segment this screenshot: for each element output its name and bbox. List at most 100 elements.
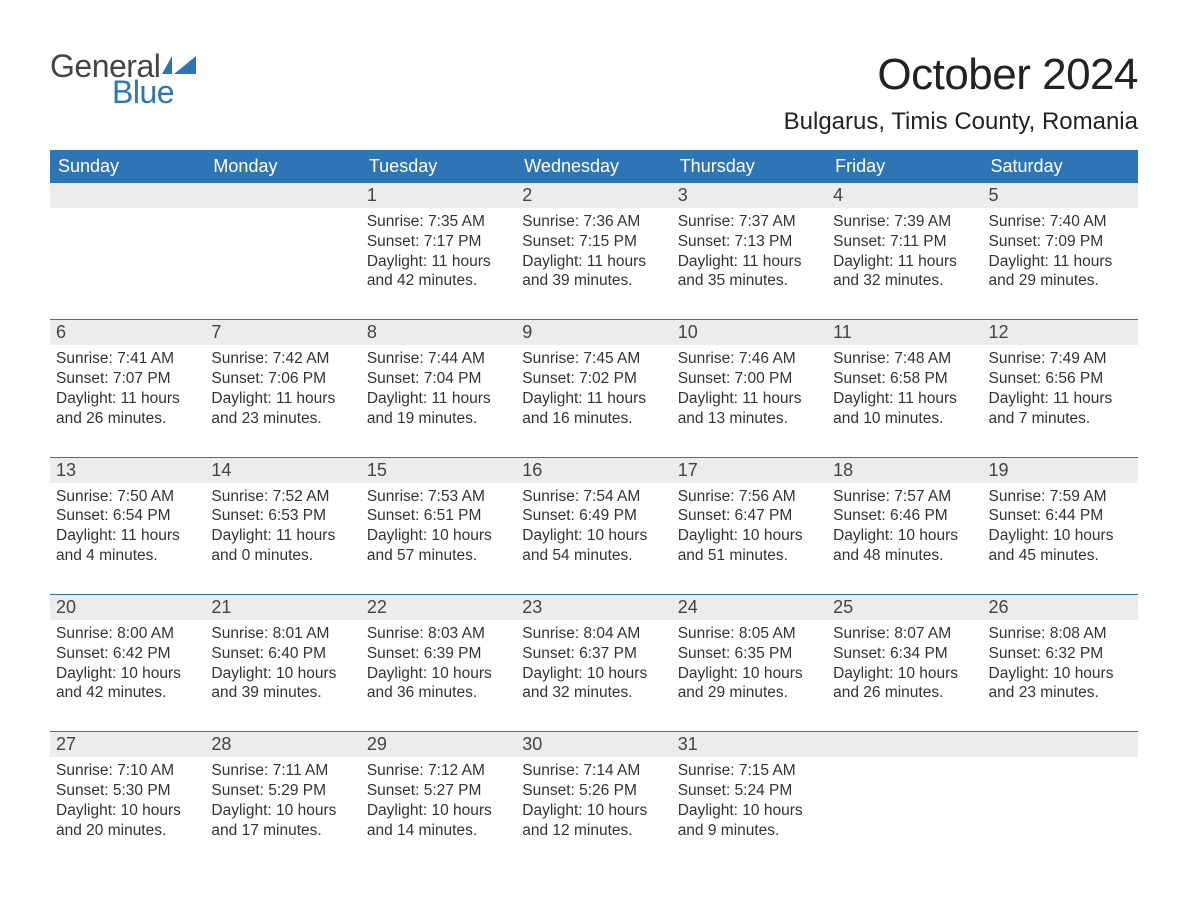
day-cell-20: 20Sunrise: 8:00 AMSunset: 6:42 PMDayligh… xyxy=(50,595,205,731)
day-cell-30: 30Sunrise: 7:14 AMSunset: 5:26 PMDayligh… xyxy=(516,732,671,868)
day-details: Sunrise: 7:45 AMSunset: 7:02 PMDaylight:… xyxy=(516,345,671,428)
sunset-text: Sunset: 5:26 PM xyxy=(522,781,665,801)
day-cell-empty xyxy=(827,732,982,868)
sunset-text: Sunset: 6:47 PM xyxy=(678,506,821,526)
daylight-line1: Daylight: 11 hours xyxy=(678,389,821,409)
day-details: Sunrise: 7:36 AMSunset: 7:15 PMDaylight:… xyxy=(516,208,671,291)
daylight-line1: Daylight: 10 hours xyxy=(678,801,821,821)
day-number: 20 xyxy=(50,595,205,620)
daylight-line2: and 26 minutes. xyxy=(833,683,976,703)
day-details: Sunrise: 7:42 AMSunset: 7:06 PMDaylight:… xyxy=(205,345,360,428)
day-number: 4 xyxy=(827,183,982,208)
day-details: Sunrise: 7:15 AMSunset: 5:24 PMDaylight:… xyxy=(672,757,827,840)
day-cell-12: 12Sunrise: 7:49 AMSunset: 6:56 PMDayligh… xyxy=(983,320,1138,456)
day-number xyxy=(983,732,1138,757)
day-details: Sunrise: 7:49 AMSunset: 6:56 PMDaylight:… xyxy=(983,345,1138,428)
location: Bulgarus, Timis County, Romania xyxy=(784,108,1138,136)
week-row: 20Sunrise: 8:00 AMSunset: 6:42 PMDayligh… xyxy=(50,594,1138,731)
day-cell-1: 1Sunrise: 7:35 AMSunset: 7:17 PMDaylight… xyxy=(361,183,516,319)
daylight-line2: and 35 minutes. xyxy=(678,271,821,291)
daylight-line1: Daylight: 10 hours xyxy=(678,664,821,684)
day-details: Sunrise: 7:50 AMSunset: 6:54 PMDaylight:… xyxy=(50,483,205,566)
day-details: Sunrise: 7:40 AMSunset: 7:09 PMDaylight:… xyxy=(983,208,1138,291)
week-row: 13Sunrise: 7:50 AMSunset: 6:54 PMDayligh… xyxy=(50,457,1138,594)
sunset-text: Sunset: 7:11 PM xyxy=(833,232,976,252)
sunrise-text: Sunrise: 7:40 AM xyxy=(989,212,1132,232)
daylight-line1: Daylight: 10 hours xyxy=(367,801,510,821)
daylight-line2: and 9 minutes. xyxy=(678,821,821,841)
sunset-text: Sunset: 6:32 PM xyxy=(989,644,1132,664)
sunset-text: Sunset: 6:34 PM xyxy=(833,644,976,664)
month-title: October 2024 xyxy=(784,50,1138,100)
sunset-text: Sunset: 6:49 PM xyxy=(522,506,665,526)
day-details: Sunrise: 7:39 AMSunset: 7:11 PMDaylight:… xyxy=(827,208,982,291)
daylight-line2: and 48 minutes. xyxy=(833,546,976,566)
day-cell-21: 21Sunrise: 8:01 AMSunset: 6:40 PMDayligh… xyxy=(205,595,360,731)
daylight-line1: Daylight: 11 hours xyxy=(522,252,665,272)
day-number: 23 xyxy=(516,595,671,620)
day-details: Sunrise: 7:53 AMSunset: 6:51 PMDaylight:… xyxy=(361,483,516,566)
day-cell-17: 17Sunrise: 7:56 AMSunset: 6:47 PMDayligh… xyxy=(672,458,827,594)
day-cell-4: 4Sunrise: 7:39 AMSunset: 7:11 PMDaylight… xyxy=(827,183,982,319)
day-details: Sunrise: 8:01 AMSunset: 6:40 PMDaylight:… xyxy=(205,620,360,703)
daylight-line1: Daylight: 11 hours xyxy=(678,252,821,272)
sunrise-text: Sunrise: 7:14 AM xyxy=(522,761,665,781)
daylight-line2: and 57 minutes. xyxy=(367,546,510,566)
day-cell-27: 27Sunrise: 7:10 AMSunset: 5:30 PMDayligh… xyxy=(50,732,205,868)
dow-friday: Friday xyxy=(827,150,982,183)
sunset-text: Sunset: 6:39 PM xyxy=(367,644,510,664)
daylight-line2: and 10 minutes. xyxy=(833,409,976,429)
daylight-line2: and 14 minutes. xyxy=(367,821,510,841)
sunrise-text: Sunrise: 7:10 AM xyxy=(56,761,199,781)
daylight-line1: Daylight: 10 hours xyxy=(522,664,665,684)
day-details: Sunrise: 7:11 AMSunset: 5:29 PMDaylight:… xyxy=(205,757,360,840)
sunrise-text: Sunrise: 7:46 AM xyxy=(678,349,821,369)
daylight-line2: and 39 minutes. xyxy=(211,683,354,703)
day-cell-26: 26Sunrise: 8:08 AMSunset: 6:32 PMDayligh… xyxy=(983,595,1138,731)
sunrise-text: Sunrise: 7:35 AM xyxy=(367,212,510,232)
title-block: October 2024 Bulgarus, Timis County, Rom… xyxy=(784,50,1138,136)
day-number: 22 xyxy=(361,595,516,620)
day-number: 8 xyxy=(361,320,516,345)
sunset-text: Sunset: 7:00 PM xyxy=(678,369,821,389)
day-number xyxy=(50,183,205,208)
dow-tuesday: Tuesday xyxy=(361,150,516,183)
day-number: 21 xyxy=(205,595,360,620)
daylight-line2: and 19 minutes. xyxy=(367,409,510,429)
day-cell-31: 31Sunrise: 7:15 AMSunset: 5:24 PMDayligh… xyxy=(672,732,827,868)
daylight-line1: Daylight: 11 hours xyxy=(833,252,976,272)
daylight-line2: and 16 minutes. xyxy=(522,409,665,429)
day-cell-15: 15Sunrise: 7:53 AMSunset: 6:51 PMDayligh… xyxy=(361,458,516,594)
day-details: Sunrise: 7:12 AMSunset: 5:27 PMDaylight:… xyxy=(361,757,516,840)
day-number: 24 xyxy=(672,595,827,620)
sunrise-text: Sunrise: 7:59 AM xyxy=(989,487,1132,507)
daylight-line1: Daylight: 11 hours xyxy=(211,526,354,546)
day-number: 6 xyxy=(50,320,205,345)
day-number: 27 xyxy=(50,732,205,757)
logo: General Blue xyxy=(50,50,196,108)
day-number: 12 xyxy=(983,320,1138,345)
daylight-line2: and 42 minutes. xyxy=(56,683,199,703)
day-cell-16: 16Sunrise: 7:54 AMSunset: 6:49 PMDayligh… xyxy=(516,458,671,594)
day-details: Sunrise: 7:14 AMSunset: 5:26 PMDaylight:… xyxy=(516,757,671,840)
sunset-text: Sunset: 6:40 PM xyxy=(211,644,354,664)
daylight-line2: and 4 minutes. xyxy=(56,546,199,566)
day-details: Sunrise: 7:54 AMSunset: 6:49 PMDaylight:… xyxy=(516,483,671,566)
daylight-line1: Daylight: 11 hours xyxy=(56,526,199,546)
daylight-line2: and 32 minutes. xyxy=(833,271,976,291)
day-details: Sunrise: 7:41 AMSunset: 7:07 PMDaylight:… xyxy=(50,345,205,428)
day-of-week-header: SundayMondayTuesdayWednesdayThursdayFrid… xyxy=(50,150,1138,183)
sunset-text: Sunset: 6:37 PM xyxy=(522,644,665,664)
daylight-line1: Daylight: 10 hours xyxy=(989,526,1132,546)
sunset-text: Sunset: 7:13 PM xyxy=(678,232,821,252)
day-cell-9: 9Sunrise: 7:45 AMSunset: 7:02 PMDaylight… xyxy=(516,320,671,456)
sunrise-text: Sunrise: 7:57 AM xyxy=(833,487,976,507)
daylight-line2: and 54 minutes. xyxy=(522,546,665,566)
sunrise-text: Sunrise: 8:08 AM xyxy=(989,624,1132,644)
day-number: 25 xyxy=(827,595,982,620)
day-cell-10: 10Sunrise: 7:46 AMSunset: 7:00 PMDayligh… xyxy=(672,320,827,456)
daylight-line2: and 20 minutes. xyxy=(56,821,199,841)
sunrise-text: Sunrise: 7:52 AM xyxy=(211,487,354,507)
sunrise-text: Sunrise: 7:42 AM xyxy=(211,349,354,369)
daylight-line2: and 39 minutes. xyxy=(522,271,665,291)
